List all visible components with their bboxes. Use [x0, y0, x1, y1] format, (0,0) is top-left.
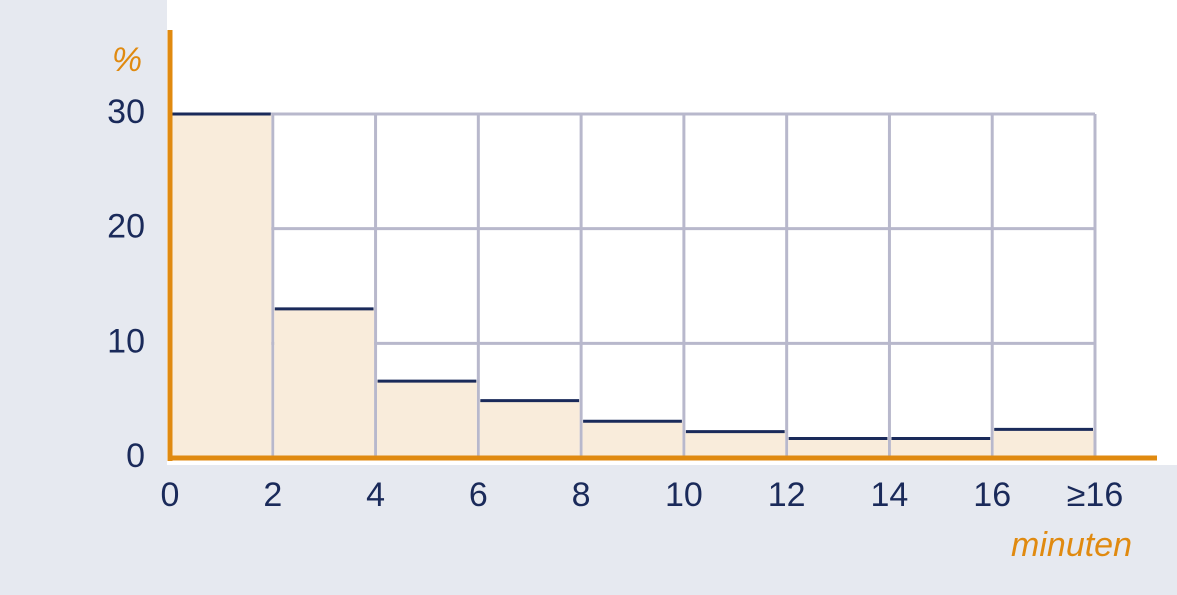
x-tick-label: ≥16 [1067, 476, 1123, 514]
bars [171, 112, 1094, 458]
x-tick-label: 14 [871, 476, 909, 514]
bar [685, 431, 786, 458]
bar [890, 438, 991, 458]
x-tick-label: 6 [469, 476, 488, 514]
y-tick-label: 20 [107, 208, 145, 246]
y-tick-label: 30 [107, 93, 145, 131]
bar [582, 421, 683, 458]
y-axis-title: % [112, 41, 142, 79]
x-tick-label: 8 [572, 476, 591, 514]
x-tick-label: 12 [768, 476, 806, 514]
x-tick-label: 0 [161, 476, 180, 514]
bar [788, 438, 888, 458]
bar [171, 114, 272, 458]
x-tick-label: 2 [263, 476, 282, 514]
bar [993, 429, 1094, 458]
y-tick-label: 10 [107, 322, 145, 360]
y-tick-label: 0 [126, 437, 145, 475]
x-axis-title: minuten [1011, 526, 1132, 564]
bar [377, 381, 477, 458]
bar [274, 308, 375, 458]
axes: 0 10 20 30 0 2 4 6 8 10 12 14 16 ≥16 [107, 30, 1157, 514]
x-tick-label: 4 [366, 476, 385, 514]
x-tick-label: 10 [665, 476, 703, 514]
bar [479, 400, 580, 458]
x-tick-label: 16 [973, 476, 1011, 514]
